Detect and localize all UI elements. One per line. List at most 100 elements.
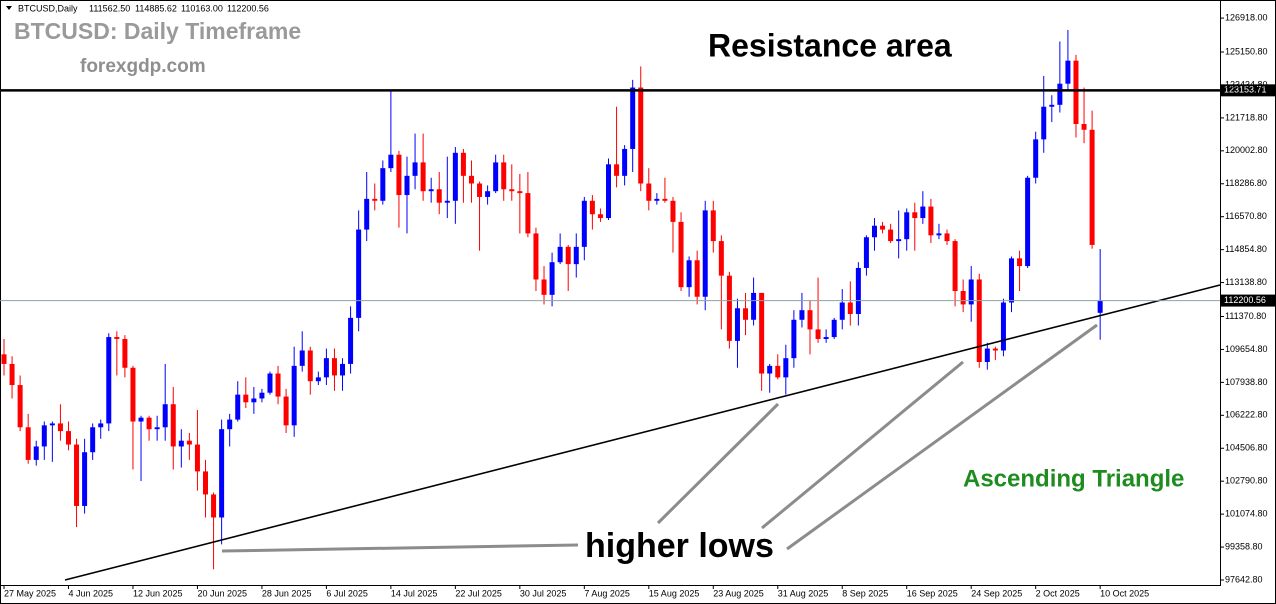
x-tick-label: 16 Sep 2025	[907, 588, 958, 598]
candle-body	[912, 212, 918, 219]
arrows	[221, 323, 1098, 553]
candle-body	[976, 279, 982, 363]
candle-body	[581, 200, 587, 247]
candle-body	[775, 365, 781, 378]
candle-body	[33, 446, 39, 460]
candle-body	[606, 164, 611, 219]
candle-body	[291, 365, 297, 426]
candle-body	[743, 308, 749, 320]
candle-body	[259, 392, 265, 399]
candle-body	[799, 310, 805, 320]
candle-body	[888, 229, 894, 242]
y-tick-label: 111370.80	[1225, 311, 1266, 321]
candle-body	[1097, 300, 1103, 313]
candle-body	[82, 452, 88, 506]
candle-body	[614, 164, 620, 176]
candle-body	[243, 394, 249, 403]
candle-body	[452, 152, 458, 201]
candle-body	[283, 396, 289, 426]
chart-title: BTCUSD: Daily Timeframe	[14, 18, 301, 44]
candle-body	[65, 431, 71, 445]
candle-body	[710, 210, 716, 242]
candle-body	[1065, 60, 1071, 84]
y-tick-label: 102790.80	[1225, 476, 1268, 486]
candle-body	[1009, 258, 1014, 303]
overlay: 123153.71 112200.56	[0, 84, 1275, 307]
resistance-annotation: Resistance area	[708, 27, 952, 63]
candle-body	[1017, 258, 1023, 267]
candle-body	[194, 444, 200, 472]
candle-body	[646, 183, 652, 201]
candle-body	[1073, 60, 1079, 125]
candle-body	[178, 440, 184, 447]
y-tick-label: 116570.80	[1225, 211, 1267, 221]
y-tick-label: 101074.80	[1225, 508, 1268, 518]
candle-body	[122, 338, 128, 368]
candle-body	[944, 233, 950, 242]
candle-body	[952, 241, 958, 291]
pattern-annotation: Ascending Triangle	[963, 465, 1184, 492]
candle-body	[533, 233, 539, 280]
candle-body	[896, 239, 902, 242]
candle-body	[227, 419, 233, 430]
candle-body	[1025, 177, 1031, 267]
candle-body	[525, 193, 531, 234]
candle-body	[428, 189, 434, 192]
x-tick-label: 24 Sep 2025	[971, 588, 1022, 598]
x-tick-label: 10 Oct 2025	[1100, 588, 1149, 598]
candle-body	[597, 214, 603, 219]
candle-body	[855, 267, 861, 315]
candle-body	[154, 427, 160, 430]
candle-body	[74, 444, 80, 506]
candle-body	[348, 317, 354, 364]
x-tick-label: 31 Aug 2025	[778, 588, 829, 598]
x-tick-label: 8 Sep 2025	[842, 588, 888, 598]
y-tick-label: 118286.80	[1225, 178, 1267, 188]
candle-body	[517, 191, 523, 194]
y-tick-label: 126918.00	[1225, 12, 1268, 22]
candle-body	[622, 148, 628, 176]
candle-body	[751, 292, 757, 320]
candle-body	[839, 302, 845, 320]
x-tick-label: 14 Jul 2025	[391, 588, 438, 598]
candle-body	[807, 310, 813, 330]
candle-body	[170, 404, 176, 447]
candle-body	[847, 302, 853, 315]
candle-body	[57, 423, 63, 432]
header-symbol: BTCUSD,Daily	[18, 3, 78, 13]
candle-body	[315, 377, 321, 382]
candle-body	[1033, 139, 1039, 178]
candle-body	[106, 337, 112, 424]
resistance-label-box	[1221, 84, 1275, 97]
chart-subtitle: forexgdp.com	[80, 56, 206, 77]
candle-body	[468, 175, 474, 184]
candle-body	[509, 189, 515, 192]
candle-body	[130, 367, 136, 422]
candle-body	[678, 221, 684, 288]
candle-body	[831, 319, 837, 338]
resistance-label: 123153.71	[1224, 85, 1267, 95]
candle-body	[863, 237, 869, 268]
candle-body	[186, 440, 192, 445]
candle-body	[759, 292, 765, 374]
x-tick-label: 6 Jul 2025	[326, 588, 368, 598]
candle-body	[823, 337, 829, 339]
header-close: 112200.56	[227, 3, 269, 13]
candle-body	[718, 241, 724, 276]
candle-body	[275, 373, 281, 397]
candle-body	[968, 279, 974, 305]
candle-body	[1081, 124, 1087, 130]
candle-body	[783, 358, 789, 378]
current-price-label: 112200.56	[1224, 295, 1266, 305]
candle-body	[1, 354, 7, 364]
candle-body	[734, 308, 740, 341]
current-price-box	[1221, 294, 1275, 307]
candle-body	[960, 290, 966, 305]
candle-body	[541, 279, 547, 295]
y-tick-label: 109654.80	[1225, 344, 1268, 354]
candle-body	[686, 260, 692, 288]
arrow	[786, 323, 1098, 551]
x-tick-label: 27 May 2025	[4, 588, 56, 598]
candle-body	[501, 162, 507, 190]
x-tick-label: 23 Aug 2025	[713, 588, 764, 598]
